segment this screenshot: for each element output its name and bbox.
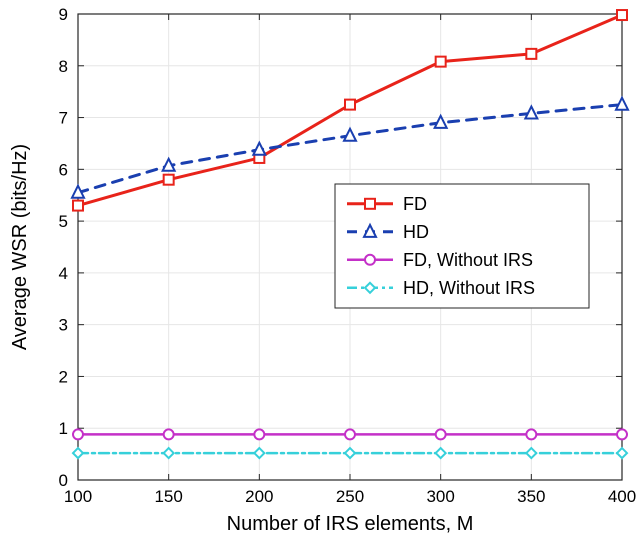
legend: FD HD FD, Without IRS HD, Without IRS xyxy=(335,184,589,308)
y-tick-label: 5 xyxy=(59,212,68,231)
x-tick-label: 250 xyxy=(336,487,364,506)
y-tick-label: 1 xyxy=(59,419,68,438)
x-tick-label: 100 xyxy=(64,487,92,506)
x-tick-label: 400 xyxy=(608,487,636,506)
x-tick-label: 150 xyxy=(154,487,182,506)
y-tick-label: 6 xyxy=(59,160,68,179)
y-tick-label: 4 xyxy=(59,264,68,283)
legend-label: HD xyxy=(403,222,429,242)
y-tick-label: 2 xyxy=(59,367,68,386)
legend-label: FD, Without IRS xyxy=(403,250,533,270)
line-chart: 100 150 200 250 300 350 400 0 1 2 3 4 5 6 7 8 9 Number of… xyxy=(0,0,640,546)
y-tick-label: 0 xyxy=(59,471,68,490)
chart-container: 100 150 200 250 300 350 400 0 1 2 3 4 5 6 7 8 9 Number of… xyxy=(0,0,640,546)
x-axis-label: Number of IRS elements, M xyxy=(227,513,474,535)
x-tick-label: 200 xyxy=(245,487,273,506)
y-tick-label: 9 xyxy=(59,5,68,24)
x-tick-label: 300 xyxy=(426,487,454,506)
y-axis-label: Average WSR (bits/Hz) xyxy=(9,144,31,350)
legend-label: FD xyxy=(403,194,427,214)
y-tick-label: 8 xyxy=(59,57,68,76)
x-tick-label: 350 xyxy=(517,487,545,506)
y-tick-label: 7 xyxy=(59,109,68,128)
y-tick-label: 3 xyxy=(59,316,68,335)
legend-label: HD, Without IRS xyxy=(403,278,535,298)
